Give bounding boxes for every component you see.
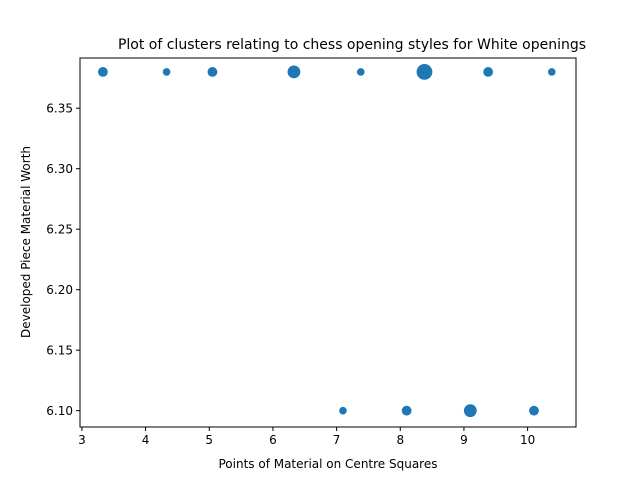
scatter-point (483, 67, 494, 77)
x-tick-label: 8 (396, 433, 404, 447)
scatter-point (287, 65, 301, 79)
scatter-point (529, 405, 539, 416)
y-tick-label: 6.15 (46, 343, 73, 357)
y-tick-label: 6.35 (46, 101, 73, 115)
scatter-point (207, 67, 218, 77)
axes-frame (79, 57, 577, 428)
scatter-point (463, 404, 477, 418)
scatter-point (98, 67, 108, 77)
scatter-point (401, 405, 412, 416)
y-tick-label: 6.30 (46, 162, 73, 176)
scatter-point (162, 68, 171, 76)
y-tick-label: 6.10 (46, 404, 73, 418)
scatter-point (339, 406, 347, 415)
x-axis-label: Points of Material on Centre Squares (218, 457, 437, 471)
chart-title: Plot of clusters relating to chess openi… (118, 37, 586, 53)
x-tick-label: 5 (205, 433, 213, 447)
scatter-point (416, 64, 433, 80)
y-tick-label: 6.20 (46, 283, 73, 297)
x-tick-label: 3 (78, 433, 86, 447)
x-tick-label: 7 (333, 433, 341, 447)
plot-area: 3 4 5 6 7 8 9 10 6.10 6.15 6.20 6.25 6.30 6.35 (46, 57, 577, 447)
x-tick-label: 9 (460, 433, 468, 447)
scatter-point (356, 68, 365, 76)
x-tick-label: 4 (142, 433, 150, 447)
y-tick-label: 6.25 (46, 222, 73, 236)
x-tick-label: 6 (269, 433, 277, 447)
scatter-point (548, 68, 556, 76)
y-axis-label: Developed Piece Material Worth (19, 146, 33, 338)
x-tick-label: 10 (520, 433, 535, 447)
